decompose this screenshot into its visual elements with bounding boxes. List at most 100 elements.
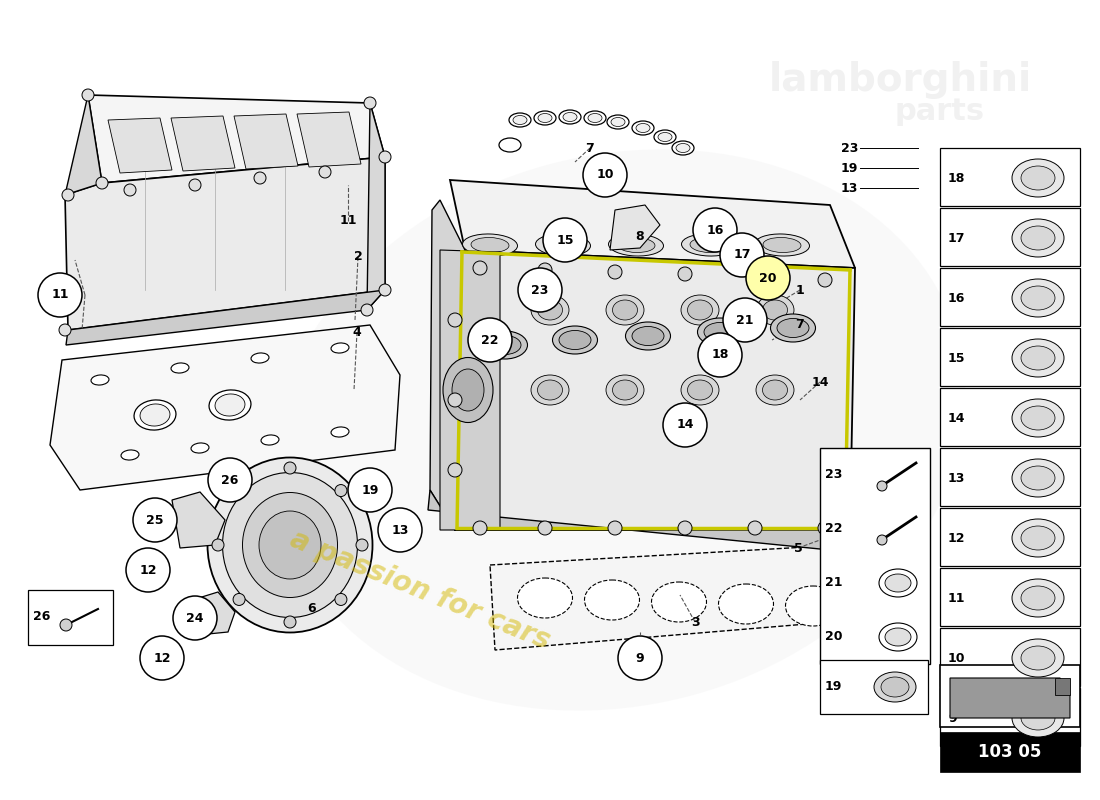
Circle shape — [538, 263, 552, 277]
Circle shape — [124, 184, 136, 196]
Ellipse shape — [251, 353, 270, 363]
Bar — [940, 328, 1080, 386]
Ellipse shape — [632, 121, 654, 135]
Bar — [940, 268, 1080, 326]
Ellipse shape — [471, 238, 509, 253]
Circle shape — [334, 594, 346, 606]
Text: 13: 13 — [392, 523, 409, 537]
Ellipse shape — [552, 326, 597, 354]
Ellipse shape — [559, 330, 591, 350]
Ellipse shape — [209, 390, 251, 420]
Circle shape — [678, 267, 692, 281]
Bar — [940, 732, 1080, 772]
Circle shape — [448, 463, 462, 477]
Ellipse shape — [658, 133, 672, 142]
Polygon shape — [65, 157, 385, 330]
Ellipse shape — [607, 115, 629, 129]
Ellipse shape — [331, 427, 349, 437]
Ellipse shape — [452, 369, 484, 411]
Ellipse shape — [499, 138, 521, 152]
Text: 21: 21 — [736, 314, 754, 326]
Text: lamborghini: lamborghini — [769, 61, 1032, 99]
Circle shape — [468, 318, 512, 362]
Ellipse shape — [531, 375, 569, 405]
Ellipse shape — [140, 404, 170, 426]
Ellipse shape — [531, 295, 569, 325]
Ellipse shape — [513, 115, 527, 125]
Ellipse shape — [881, 677, 909, 697]
Circle shape — [284, 462, 296, 474]
Ellipse shape — [517, 578, 572, 618]
Circle shape — [663, 403, 707, 447]
Ellipse shape — [1012, 399, 1064, 437]
Ellipse shape — [770, 314, 815, 342]
Circle shape — [379, 284, 390, 296]
Circle shape — [538, 521, 552, 535]
Circle shape — [334, 485, 346, 497]
Circle shape — [748, 521, 762, 535]
Polygon shape — [610, 205, 660, 250]
Text: 21: 21 — [825, 577, 843, 590]
Text: 11: 11 — [339, 214, 356, 227]
Circle shape — [96, 177, 108, 189]
Ellipse shape — [777, 318, 808, 338]
Circle shape — [62, 189, 74, 201]
Circle shape — [364, 97, 376, 109]
Text: 20: 20 — [825, 630, 843, 643]
Text: 10: 10 — [596, 169, 614, 182]
Bar — [940, 388, 1080, 446]
Circle shape — [361, 304, 373, 316]
Ellipse shape — [584, 111, 606, 125]
Text: a passion for cars: a passion for cars — [286, 525, 554, 655]
Polygon shape — [297, 112, 361, 167]
Ellipse shape — [632, 326, 664, 346]
Polygon shape — [1055, 678, 1070, 695]
Ellipse shape — [258, 511, 321, 579]
Polygon shape — [172, 492, 225, 548]
Circle shape — [189, 179, 201, 191]
Ellipse shape — [1012, 639, 1064, 677]
Text: 20: 20 — [759, 271, 777, 285]
Text: 13: 13 — [840, 182, 858, 194]
Circle shape — [746, 256, 790, 300]
Ellipse shape — [1021, 646, 1055, 670]
Ellipse shape — [1021, 346, 1055, 370]
Circle shape — [877, 481, 887, 491]
Polygon shape — [50, 325, 400, 490]
Ellipse shape — [1012, 459, 1064, 497]
Ellipse shape — [606, 375, 643, 405]
Ellipse shape — [636, 123, 650, 133]
Text: 26: 26 — [33, 610, 51, 623]
Bar — [940, 148, 1080, 206]
Polygon shape — [455, 250, 855, 530]
Circle shape — [877, 535, 887, 545]
Ellipse shape — [1021, 586, 1055, 610]
Text: 23: 23 — [531, 283, 549, 297]
Circle shape — [818, 273, 832, 287]
Text: 12: 12 — [140, 563, 156, 577]
Ellipse shape — [681, 375, 719, 405]
Text: 9: 9 — [948, 711, 957, 725]
Ellipse shape — [762, 380, 788, 400]
Circle shape — [518, 268, 562, 312]
Polygon shape — [65, 95, 102, 195]
Bar — [940, 568, 1080, 626]
Ellipse shape — [682, 234, 737, 256]
Polygon shape — [430, 200, 465, 530]
Bar — [940, 628, 1080, 686]
Ellipse shape — [756, 295, 794, 325]
Circle shape — [254, 172, 266, 184]
Ellipse shape — [443, 358, 493, 422]
Bar — [940, 508, 1080, 566]
Ellipse shape — [462, 380, 487, 400]
Circle shape — [319, 166, 331, 178]
Text: 18: 18 — [948, 171, 966, 185]
Text: 4: 4 — [353, 326, 362, 338]
Ellipse shape — [654, 130, 676, 144]
Text: 14: 14 — [676, 418, 694, 431]
Text: 8: 8 — [636, 230, 645, 243]
Ellipse shape — [462, 234, 517, 256]
Ellipse shape — [222, 473, 358, 618]
Ellipse shape — [697, 318, 742, 346]
Circle shape — [39, 273, 82, 317]
